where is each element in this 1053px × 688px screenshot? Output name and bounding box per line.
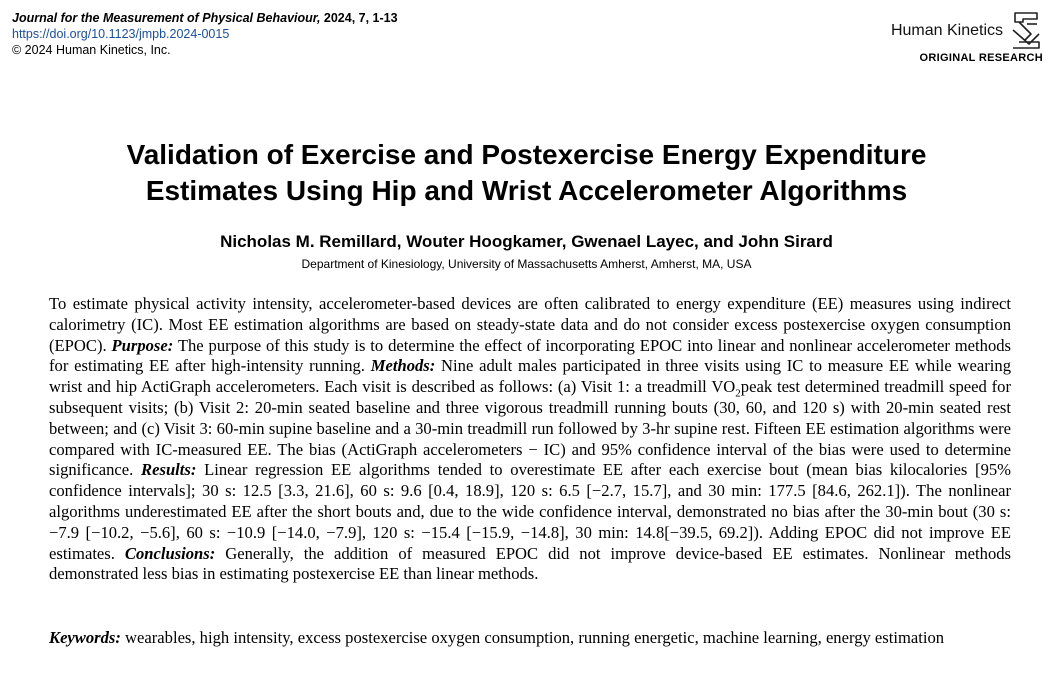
keywords: Keywords: wearables, high intensity, exc…	[49, 628, 1011, 649]
publisher-header: Human Kinetics ORIGINAL RESEARCH	[891, 10, 1043, 64]
keywords-heading: Keywords:	[49, 628, 121, 647]
journal-citation: Journal for the Measurement of Physical …	[12, 10, 398, 26]
purpose-text: The purpose of this study is to determin…	[49, 335, 1011, 376]
keywords-text: wearables, high intensity, excess postex…	[120, 628, 945, 647]
article-type-label: ORIGINAL RESEARCH	[919, 52, 1043, 64]
abstract: To estimate physical activity intensity,…	[49, 294, 1011, 585]
abstract-intro: To estimate physical activity intensity,…	[49, 294, 1011, 355]
vo2-subscript: 2	[735, 387, 741, 400]
results-text: Linear regression EE algorithms tended t…	[49, 460, 1011, 563]
title-line-2: Estimates Using Hip and Wrist Accelerome…	[145, 175, 908, 206]
methods-text-continued: peak test determined treadmill speed for…	[49, 377, 1012, 480]
article-title: Validation of Exercise and Postexercise …	[0, 137, 1053, 209]
journal-header: Journal for the Measurement of Physical …	[12, 10, 398, 58]
journal-name: Journal for the Measurement of Physical …	[12, 11, 321, 25]
methods-heading: Methods:	[370, 356, 436, 376]
human-kinetics-logo-icon	[1012, 12, 1040, 49]
publisher-row: Human Kinetics	[891, 10, 1043, 52]
conclusions-text: Generally, the addition of measured EPOC…	[49, 543, 1012, 584]
author-list: Nicholas M. Remillard, Wouter Hoogkamer,…	[220, 232, 833, 251]
journal-volume: 2024, 7, 1-13	[320, 11, 398, 25]
conclusions-heading: Conclusions:	[124, 543, 216, 563]
copyright: © 2024 Human Kinetics, Inc.	[12, 43, 171, 57]
title-line-1: Validation of Exercise and Postexercise …	[126, 139, 927, 170]
doi-link[interactable]: https://doi.org/10.1123/jmpb.2024-0015	[12, 27, 230, 41]
results-heading: Results:	[141, 460, 197, 480]
methods-text: Nine adult males participated in three v…	[49, 356, 1011, 397]
publisher-name: Human Kinetics	[890, 22, 1003, 39]
purpose-heading: Purpose:	[111, 335, 174, 355]
author-affiliation: Department of Kinesiology, University of…	[301, 257, 752, 271]
